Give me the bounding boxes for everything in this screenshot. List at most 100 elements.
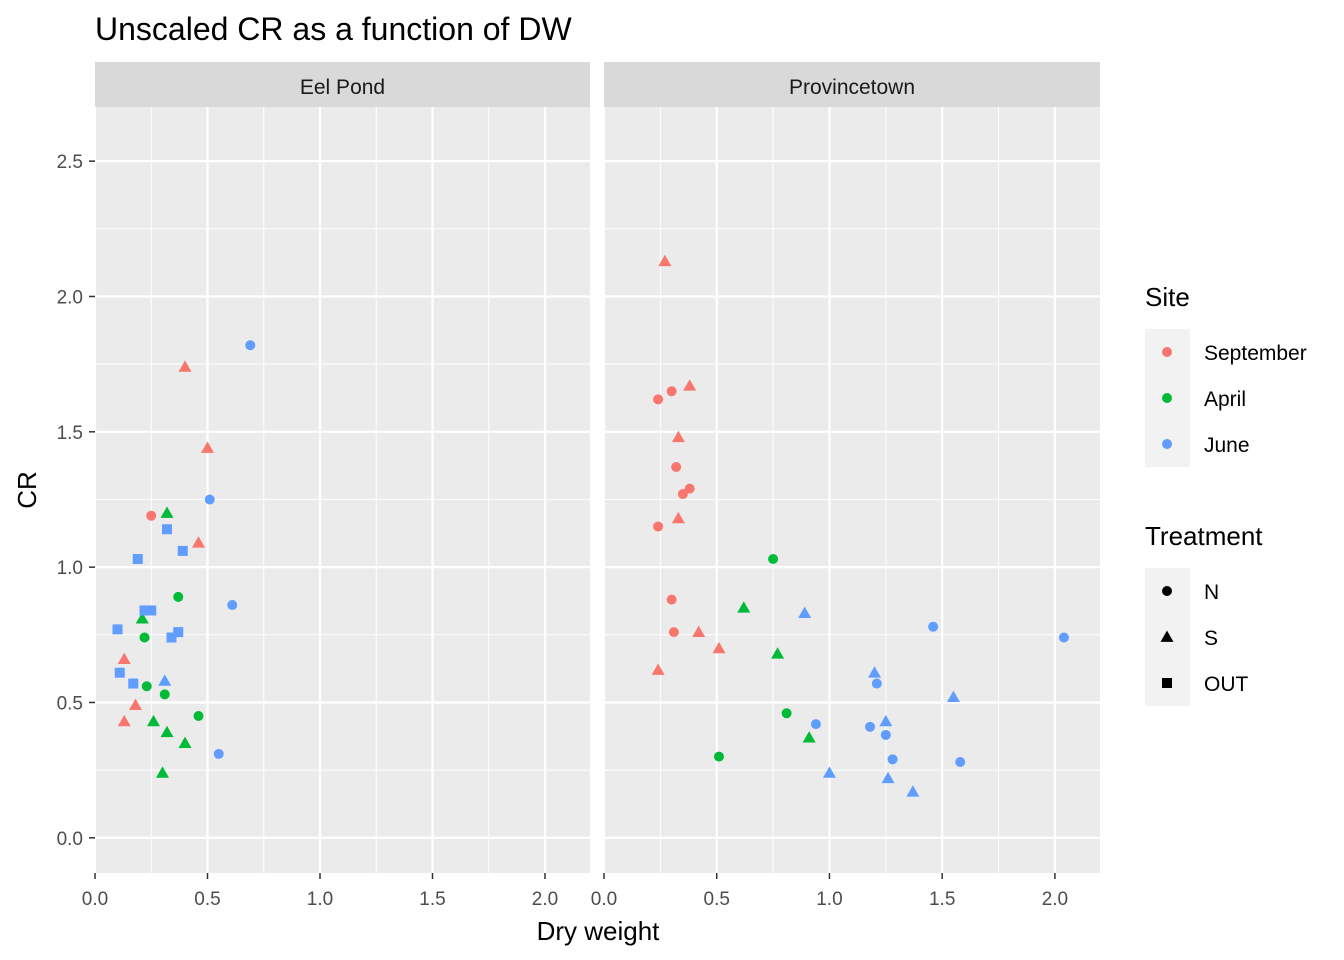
data-point [135, 612, 149, 624]
legend-key-marker [1162, 347, 1172, 357]
data-point [178, 736, 192, 748]
data-point [906, 785, 920, 797]
data-point [653, 521, 664, 532]
data-point [139, 605, 150, 616]
y-tick-label: 2.5 [57, 152, 83, 173]
data-point [865, 721, 876, 732]
data-point [173, 627, 184, 638]
x-tick-label: 0.5 [704, 889, 730, 910]
data-point [798, 606, 812, 619]
data-point [802, 731, 816, 743]
facet-strip-label: Provincetown [789, 76, 915, 99]
data-point [193, 711, 204, 722]
legend-key-marker [1160, 630, 1174, 642]
x-tick-label: 1.0 [816, 889, 842, 910]
legend-title-treatment: Treatment [1145, 521, 1263, 551]
data-point [651, 663, 665, 675]
data-point [671, 430, 685, 443]
data-point [768, 554, 779, 565]
data-point [204, 494, 215, 505]
data-point [128, 678, 139, 689]
data-point [822, 766, 836, 778]
legend-label: September [1204, 342, 1307, 365]
data-point [117, 652, 131, 665]
facet-panels: Eel Pond 0.0 0.5 1.0 1.5 2.0 0.0 0.5 1.0 1.5 2.0 2.… [57, 62, 1100, 910]
legend-title-site: Site [1145, 282, 1190, 312]
data-point [132, 554, 143, 565]
x-tick-label: 2.0 [1042, 889, 1068, 910]
data-point [781, 708, 792, 719]
x-tick-label: 0.0 [82, 889, 108, 910]
data-point [928, 621, 939, 632]
legend-key-marker [1162, 393, 1172, 403]
panel-background [95, 107, 590, 873]
panel-background [604, 107, 1100, 873]
data-point [147, 714, 160, 727]
data-point [955, 757, 966, 768]
x-tick-label: 1.0 [307, 889, 333, 910]
data-point [881, 771, 895, 784]
data-point [871, 678, 882, 689]
data-point [159, 689, 170, 700]
data-point [173, 591, 184, 602]
data-point [1058, 632, 1069, 643]
data-point [712, 641, 726, 654]
legend-label: June [1204, 434, 1250, 457]
data-point [810, 719, 821, 730]
legend-key-marker [1162, 678, 1172, 688]
data-point [668, 627, 679, 638]
x-axis-title: Dry weight [537, 916, 661, 946]
x-tick-label: 0.5 [194, 889, 220, 910]
data-point [227, 600, 238, 611]
data-point [245, 340, 256, 351]
x-tick-label: 2.0 [532, 889, 558, 910]
facet-panel: Provincetown 0.0 0.5 1.0 1.5 2.0 [591, 62, 1100, 910]
data-point [129, 698, 142, 711]
legend-label: N [1204, 581, 1219, 604]
facet-panel: Eel Pond 0.0 0.5 1.0 1.5 2.0 0.0 0.5 1.0 1.5 2.0 2.… [57, 62, 590, 910]
facet-strip-label: Eel Pond [300, 76, 385, 99]
data-point [666, 594, 677, 605]
data-point [139, 632, 150, 643]
data-point [887, 754, 898, 765]
data-point [146, 510, 157, 521]
data-point [677, 489, 688, 500]
data-point [146, 605, 157, 616]
x-tick-label: 1.5 [929, 889, 955, 910]
data-point [771, 647, 785, 659]
legend-key-marker [1162, 586, 1172, 596]
legend-label: OUT [1204, 673, 1249, 696]
data-point [666, 386, 677, 397]
data-point [114, 667, 125, 678]
data-point [178, 360, 192, 372]
data-point [684, 483, 695, 494]
data-point [166, 632, 177, 643]
legend: Site September April June Treatment NS OUT [1145, 282, 1307, 706]
data-point [868, 666, 882, 678]
facet-strip [604, 62, 1100, 107]
data-point [671, 511, 685, 524]
y-tick-label: 0.0 [57, 829, 83, 850]
x-tick-label: 0.0 [591, 889, 617, 910]
data-point [192, 536, 205, 548]
y-tick-label: 0.5 [57, 693, 83, 714]
y-tick-label: 1.5 [57, 423, 83, 444]
data-point [658, 254, 672, 267]
x-tick-label: 1.5 [419, 889, 445, 910]
data-point [671, 461, 682, 472]
data-point [201, 441, 214, 453]
legend-label: April [1204, 388, 1246, 411]
data-point [177, 545, 188, 556]
data-point [160, 725, 174, 738]
data-point [112, 624, 123, 635]
y-tick-label: 2.0 [57, 287, 83, 308]
legend-key-marker [1162, 439, 1172, 449]
y-tick-label: 1.0 [57, 558, 83, 579]
data-point [683, 379, 697, 391]
data-point [117, 714, 131, 727]
data-point [713, 751, 724, 762]
chart-title: Unscaled CR as a function of DW [95, 11, 572, 47]
data-point [692, 625, 706, 637]
data-point [158, 674, 172, 686]
